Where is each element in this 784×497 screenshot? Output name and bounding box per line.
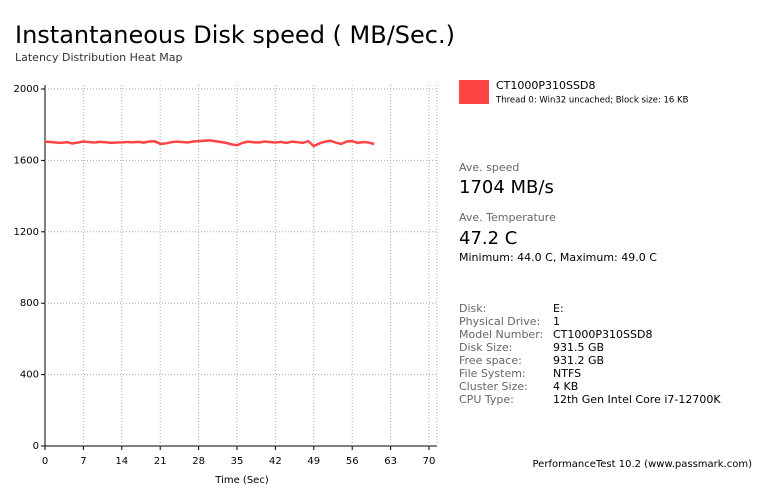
- info-label: Model Number:: [459, 328, 543, 341]
- info-value: CT1000P310SSD8: [553, 328, 652, 341]
- x-tick-label: 0: [42, 456, 48, 467]
- x-tick-label: 7: [80, 456, 86, 467]
- info-value: E:: [553, 302, 564, 315]
- speed-label: Ave. speed: [459, 161, 519, 174]
- info-label: Free space:: [459, 354, 522, 367]
- info-value: NTFS: [553, 367, 581, 380]
- y-tick-label: 800: [20, 298, 39, 309]
- info-value: 931.5 GB: [553, 341, 604, 354]
- info-label: CPU Type:: [459, 393, 514, 406]
- x-tick-label: 14: [115, 456, 128, 467]
- info-label: File System:: [459, 367, 526, 380]
- temp-range: Minimum: 44.0 C, Maximum: 49.0 C: [459, 251, 657, 264]
- y-tick-label: 400: [20, 370, 39, 381]
- x-tick-label: 28: [192, 456, 205, 467]
- temp-label: Ave. Temperature: [459, 211, 556, 224]
- legend-swatch: [459, 80, 489, 104]
- info-value: 12th Gen Intel Core i7-12700K: [553, 393, 721, 406]
- x-tick-label: 21: [154, 456, 167, 467]
- speed-value: 1704 MB/s: [459, 177, 554, 198]
- x-tick-label: 63: [384, 456, 397, 467]
- x-tick-label: 42: [269, 456, 282, 467]
- legend-note: Thread 0: Win32 uncached; Block size: 16…: [495, 96, 689, 106]
- footer: PerformanceTest 10.2 (www.passmark.com): [533, 459, 753, 470]
- y-tick-label: 2000: [14, 84, 39, 95]
- x-tick-label: 56: [346, 456, 359, 467]
- info-label: Disk Size:: [459, 341, 512, 354]
- chart-subtitle: Latency Distribution Heat Map: [15, 51, 182, 64]
- y-tick-label: 0: [33, 441, 39, 452]
- info-label: Physical Drive:: [459, 315, 540, 328]
- x-axis-label: Time (Sec): [214, 475, 269, 486]
- chart-title: Instantaneous Disk speed ( MB/Sec.): [15, 21, 455, 49]
- temp-value: 47.2 C: [459, 228, 517, 249]
- info-value: 931.2 GB: [553, 354, 604, 367]
- x-tick-label: 49: [307, 456, 320, 467]
- y-tick-label: 1200: [14, 227, 39, 238]
- info-label: Disk:: [459, 302, 486, 315]
- legend-label: CT1000P310SSD8: [496, 79, 595, 92]
- x-tick-label: 35: [231, 456, 244, 467]
- info-value: 1: [553, 315, 560, 328]
- info-label: Cluster Size:: [459, 380, 528, 393]
- x-tick-label: 70: [423, 456, 436, 467]
- info-value: 4 KB: [553, 380, 578, 393]
- y-tick-label: 1600: [14, 155, 39, 166]
- series-line: [44, 139, 375, 148]
